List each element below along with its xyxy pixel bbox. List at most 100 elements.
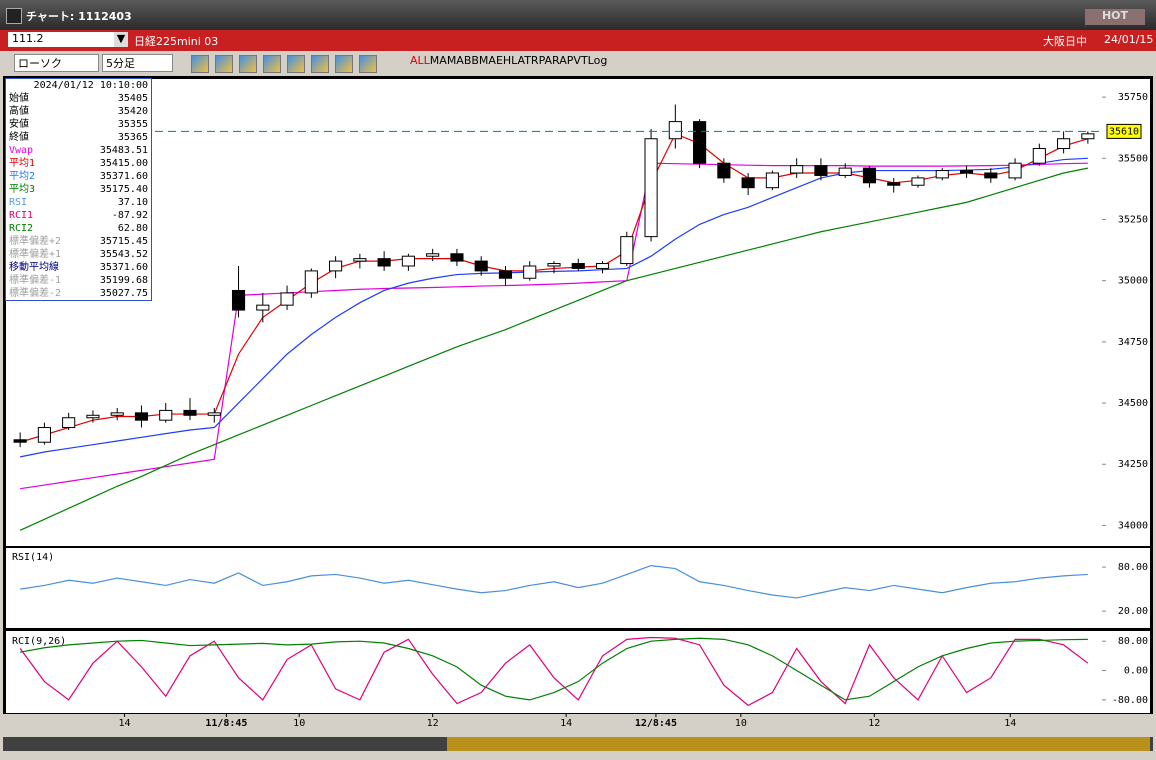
candle-body (329, 260, 343, 272)
candle-body (571, 263, 585, 269)
info-value: 35715.45 (99, 236, 148, 247)
series-line (20, 162, 1088, 490)
indicator-button[interactable]: ALL (410, 54, 430, 67)
info-row: 平均2 35371.60 (6, 170, 151, 183)
tool-icon[interactable] (239, 55, 257, 73)
tool-icon[interactable] (335, 55, 353, 73)
tool-icon[interactable] (191, 55, 209, 73)
indicator-button[interactable]: PVT (566, 54, 588, 67)
info-value: 62.80 (117, 223, 148, 234)
indicator-button[interactable]: ATR (517, 54, 539, 67)
interval-select[interactable]: 5分足 (102, 54, 173, 72)
y-tick-label: 80.00 (1118, 636, 1148, 647)
indicator-button[interactable]: PARA (538, 54, 567, 67)
info-value: 35420 (117, 106, 148, 117)
series-line (20, 565, 1088, 599)
y-tick-label: 80.00 (1118, 562, 1148, 573)
info-row: 標準偏差-2 35027.75 (6, 287, 151, 300)
indicator-button[interactable]: HL (502, 54, 518, 67)
hot-button[interactable]: HOT (1085, 9, 1145, 25)
candle-body (959, 170, 974, 174)
scroll-thumb[interactable] (447, 737, 1150, 751)
info-row: RSI 37.10 (6, 196, 151, 209)
symbol-input[interactable]: 111.2 (8, 32, 116, 47)
info-label: 終値 (9, 132, 29, 143)
indicator-buttons: ALLMAMABBMAEHLATRPARAPVTLog (410, 54, 607, 67)
indicator-button[interactable]: MAE (478, 54, 503, 67)
date: 24/01/15 (1104, 33, 1154, 46)
tool-icons (188, 54, 380, 77)
app-icon (6, 8, 22, 24)
indicator-button[interactable]: Log (587, 54, 608, 67)
info-row: 標準偏差+1 35543.52 (6, 248, 151, 261)
info-value: 35483.51 (99, 145, 148, 156)
candle-body (37, 427, 51, 443)
candle-body (984, 172, 998, 179)
info-label: 平均3 (9, 184, 36, 195)
info-label: RCI2 (9, 223, 34, 234)
info-value: 35355 (117, 119, 148, 130)
candle-body (207, 412, 221, 416)
info-row: 平均1 35415.00 (6, 157, 151, 170)
candle-body (62, 417, 76, 429)
candle-body (862, 167, 877, 184)
symbol-dropdown[interactable]: ▼ (114, 32, 128, 47)
x-tick-label: 14 (118, 718, 130, 729)
symbol-name: 日経225mini 03 (134, 35, 219, 48)
candle-body (134, 412, 149, 421)
info-row: 標準偏差+2 35715.45 (6, 235, 151, 248)
candle-body (790, 165, 804, 174)
chart-style-select[interactable]: ローソク (14, 54, 99, 72)
candle-body (620, 236, 634, 265)
symbol-bar: 111.2 ▼ 日経225mini 03 大阪日中 24/01/15 (0, 30, 1156, 51)
info-label: 高値 (9, 106, 29, 117)
info-label: Vwap (9, 145, 34, 156)
info-value: 35365 (117, 132, 148, 143)
candle-body (1057, 138, 1071, 150)
session: 大阪日中 (1043, 35, 1087, 48)
tool-icon[interactable] (311, 55, 329, 73)
candle-body (693, 121, 707, 164)
info-row: 始値 35405 (6, 92, 151, 105)
candle-body (1008, 162, 1022, 179)
info-row: 安値 35355 (6, 118, 151, 131)
info-value: 35027.75 (99, 288, 148, 299)
candle-body (838, 167, 852, 176)
price-marker-label: 35610 (1109, 126, 1139, 137)
indicator-button[interactable]: BB (463, 54, 479, 67)
candle-body (13, 439, 27, 443)
indicator-button[interactable]: MA (446, 54, 464, 67)
candle-body (741, 177, 755, 189)
info-value: 35175.40 (99, 184, 148, 195)
candle-body (159, 409, 173, 421)
candle-body (765, 172, 779, 189)
x-tick-label: 12/8:45 (635, 718, 677, 729)
candle-body (280, 292, 294, 306)
y-tick-label: 35000 (1118, 276, 1148, 287)
tool-icon[interactable] (287, 55, 305, 73)
info-row: Vwap 35483.51 (6, 144, 151, 157)
panel-title: RCI(9,26) (12, 636, 66, 647)
y-tick-label: 34250 (1118, 459, 1148, 470)
info-value: 35199.68 (99, 275, 148, 286)
candle-body (523, 265, 537, 279)
x-tick-label: 11/8:45 (205, 718, 247, 729)
info-row: RCI2 62.80 (6, 222, 151, 235)
series-line (19, 636, 1089, 707)
candle-body (1081, 133, 1095, 140)
candle-body (935, 170, 949, 179)
info-value: 35415.00 (99, 158, 148, 169)
tool-icon[interactable] (215, 55, 233, 73)
tool-icon[interactable] (263, 55, 281, 73)
info-panel: 2024/01/12 10:10:00 始値 35405 高値 35420 安値 3535… (5, 78, 152, 301)
window-title: チャート: 1112403 (26, 10, 132, 23)
panel-title: RSI(14) (12, 552, 54, 563)
info-label: 標準偏差+2 (9, 236, 62, 247)
y-tick-label: 35750 (1118, 92, 1148, 103)
candle-body (1032, 148, 1046, 164)
tool-icon[interactable] (359, 55, 377, 73)
y-tick-label: 20.00 (1118, 606, 1148, 617)
title-bar: チャート: 1112403 HOT (0, 0, 1156, 30)
indicator-button[interactable]: MA (429, 54, 447, 67)
x-tick-label: 12 (427, 718, 439, 729)
